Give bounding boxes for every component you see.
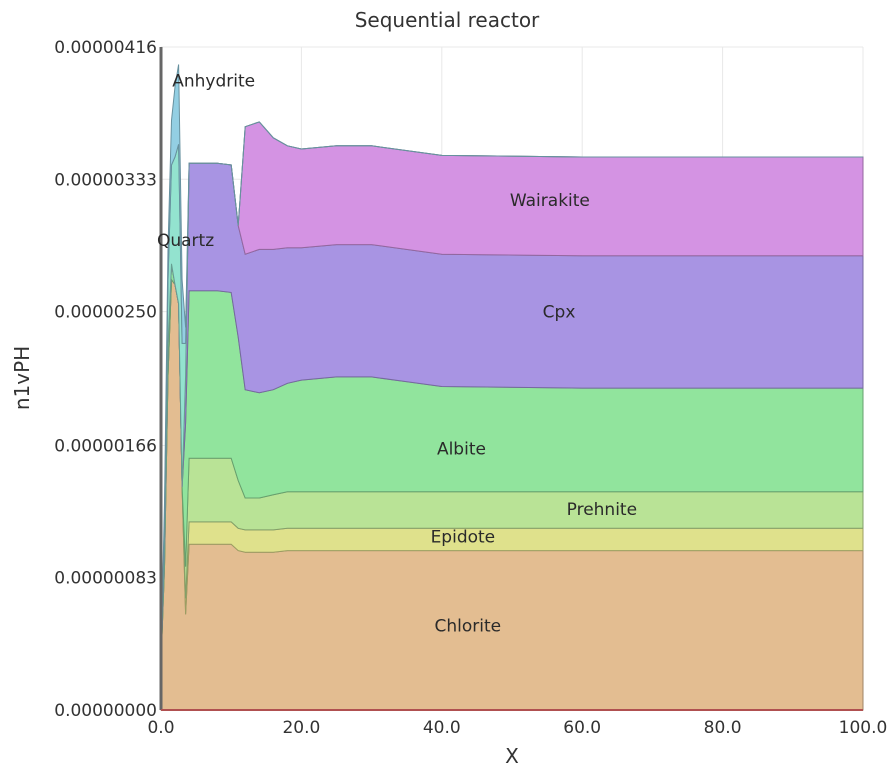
y-tick-label: 0.00000333 — [54, 170, 157, 190]
area-label-wairakite: Wairakite — [510, 191, 590, 211]
x-tick-label: 80.0 — [704, 718, 742, 738]
y-tick-label: 0.00000166 — [54, 436, 157, 456]
area-label-chlorite: Chlorite — [434, 617, 501, 637]
area-label-cpx: Cpx — [543, 303, 576, 323]
stacked-areas — [160, 64, 864, 711]
x-axis-label: X — [505, 744, 519, 768]
x-tick-label: 20.0 — [282, 718, 320, 738]
y-tick-label: 0.00000000 — [54, 701, 157, 721]
area-label-quartz: Quartz — [157, 231, 214, 251]
x-tick-label: 40.0 — [423, 718, 461, 738]
x-tick-label: 60.0 — [563, 718, 601, 738]
area-label-prehnite: Prehnite — [567, 500, 637, 520]
series-labels: Chlorite Epidote Prehnite Albite Cpx Wairakit… — [157, 71, 637, 636]
chart-title: Sequential reactor — [355, 8, 540, 32]
area-label-epidote: Epidote — [431, 527, 496, 547]
area-label-albite: Albite — [437, 440, 486, 460]
x-tick-label: 0.0 — [147, 718, 174, 738]
area-anhydrite — [160, 64, 863, 663]
y-tick-label: 0.00000083 — [54, 569, 157, 589]
y-axis-label: n1vPH — [10, 346, 34, 410]
ticks: 0.0 20.0 40.0 60.0 80.0 100.0 0.00000000 0.0000… — [54, 38, 887, 738]
x-tick-label: 100.0 — [839, 718, 888, 738]
axes — [159, 47, 863, 711]
y-tick-label: 0.00000416 — [54, 38, 157, 58]
area-label-anhydrite: Anhydrite — [172, 71, 255, 91]
y-tick-label: 0.00000250 — [54, 303, 157, 323]
